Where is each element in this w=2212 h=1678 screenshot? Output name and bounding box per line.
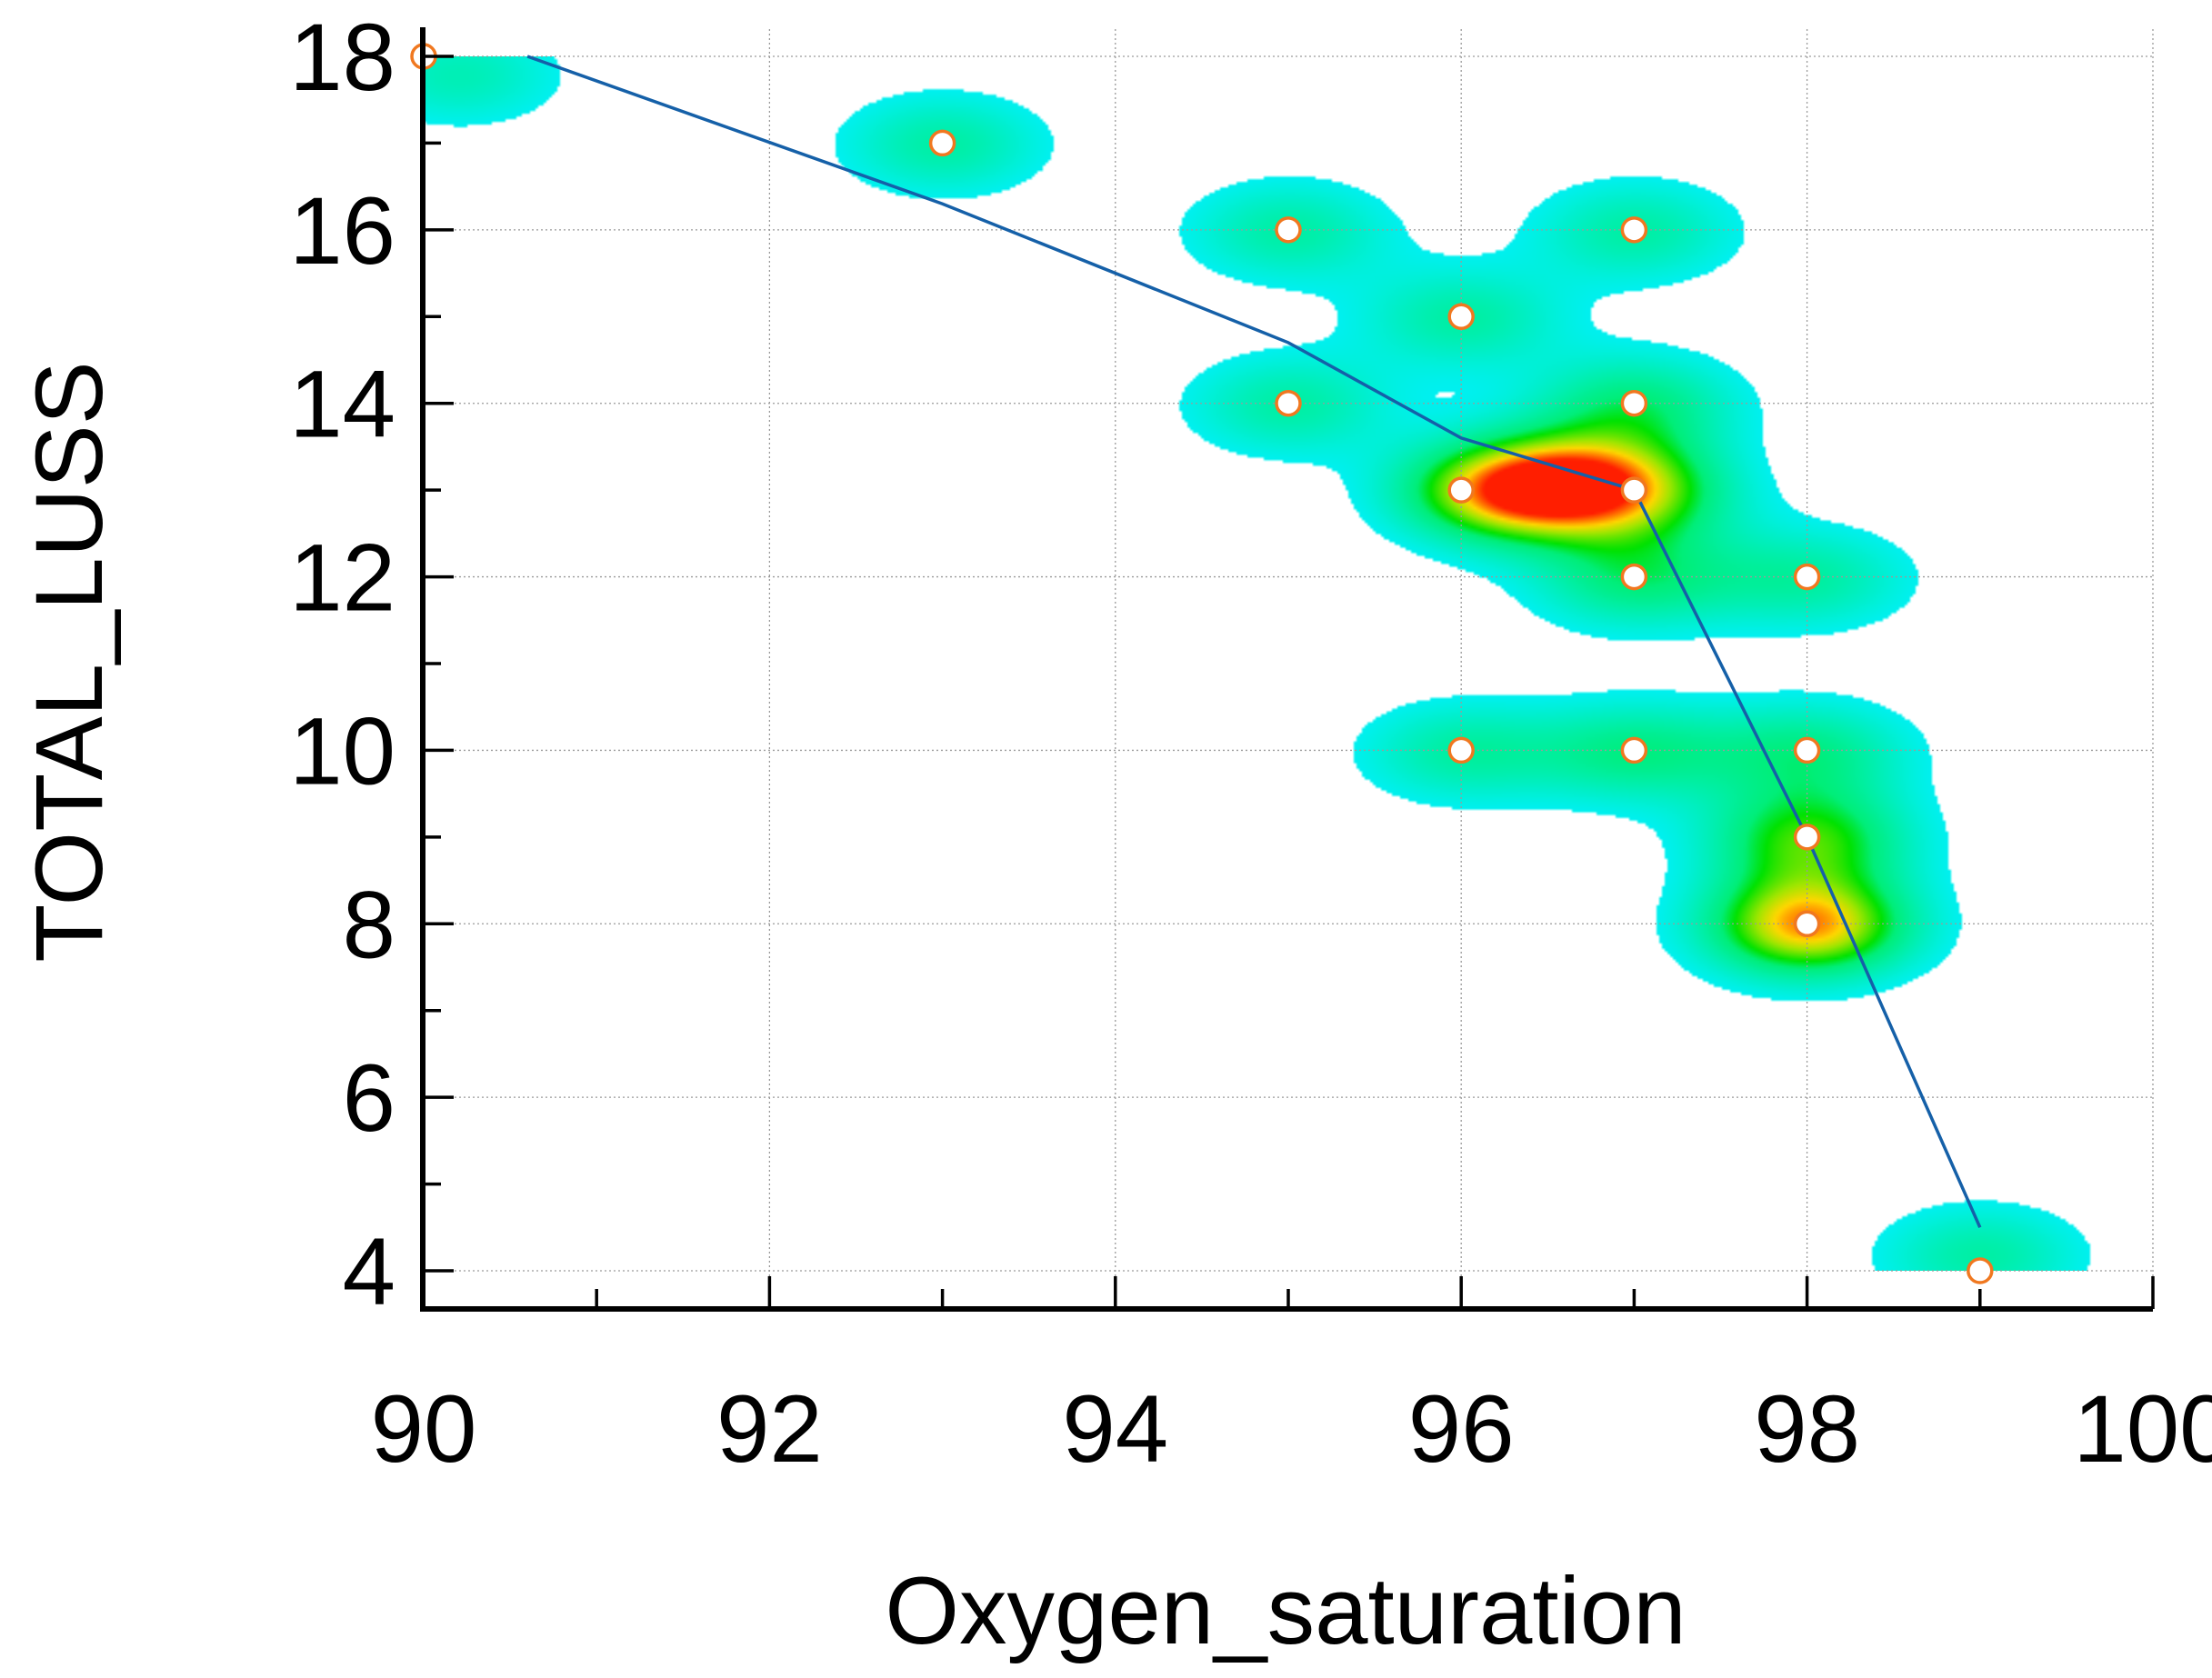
x-tick-label: 100 (2073, 1376, 2212, 1483)
x-tick-label: 92 (716, 1376, 823, 1483)
data-point (1793, 910, 1821, 938)
data-point (1967, 1257, 1994, 1284)
data-point (1275, 216, 1302, 244)
y-tick-label: 8 (343, 872, 395, 978)
data-point (1275, 389, 1302, 417)
data-point (1620, 736, 1648, 764)
data-point (1447, 736, 1475, 764)
data-point (1620, 216, 1648, 244)
data-point (1620, 476, 1648, 504)
data-point (1793, 824, 1821, 851)
plot-area (410, 29, 2154, 1303)
data-point (1793, 736, 1821, 764)
x-tick-label: 94 (1062, 1376, 1168, 1483)
data-point (1620, 563, 1648, 591)
y-tick-label: 4 (343, 1219, 395, 1325)
y-tick-label: 14 (289, 352, 395, 458)
y-axis-ticks: 4 6 8 10 12 14 16 18 (289, 5, 454, 1325)
density-heatmap (424, 56, 2153, 1271)
data-points (410, 43, 1994, 1284)
y-tick-label: 10 (289, 698, 395, 804)
y-tick-label: 18 (289, 5, 395, 111)
x-axis-ticks: 90 92 94 96 98 100 (371, 1276, 2212, 1483)
y-tick-label: 12 (289, 525, 395, 632)
data-point (928, 129, 956, 157)
x-tick-label: 96 (1408, 1376, 1515, 1483)
x-tick-label: 98 (1754, 1376, 1860, 1483)
data-point (1447, 303, 1475, 331)
y-tick-label: 6 (343, 1045, 395, 1152)
data-point (1447, 476, 1475, 504)
x-tick-label: 90 (371, 1376, 477, 1483)
y-axis-title: TOTAL_LUSS (16, 361, 123, 962)
data-point (1620, 389, 1648, 417)
y-tick-label: 16 (289, 178, 395, 285)
data-point (1793, 563, 1821, 591)
x-axis-title: Oxygen_saturation (885, 1558, 1686, 1664)
